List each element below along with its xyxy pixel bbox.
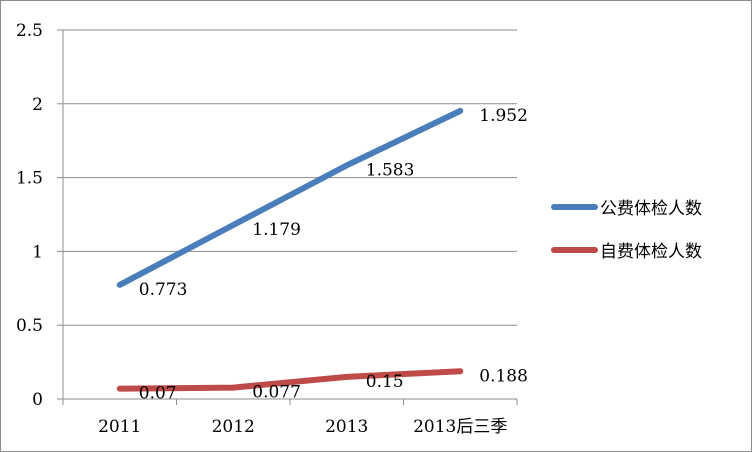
data-label: 1.583 (366, 160, 415, 180)
series-line-1 (116, 107, 464, 288)
data-label: 0.07 (139, 384, 177, 404)
y-tick-label: 1 (32, 242, 43, 262)
data-label: 0.188 (479, 366, 528, 386)
data-label: 1.952 (479, 106, 528, 126)
y-tick-label: 0.5 (16, 316, 43, 336)
legend-label: 自费体检人数 (600, 242, 702, 262)
legend-label: 公费体检人数 (600, 199, 702, 219)
y-tick-label: 2.5 (16, 21, 43, 41)
y-tick-label: 0 (32, 390, 43, 410)
x-tick-label: 2012 (212, 417, 255, 437)
x-tick-label: 2013 (325, 417, 368, 437)
series-line-2 (116, 368, 464, 392)
data-label: 1.179 (252, 220, 301, 240)
data-label: 0.15 (366, 372, 404, 392)
data-label: 0.077 (252, 383, 301, 403)
x-tick-label: 2013后三季 (413, 417, 507, 437)
y-tick-label: 1.5 (16, 169, 43, 189)
y-tick-label: 2 (32, 95, 43, 115)
data-label: 0.773 (139, 280, 188, 300)
x-tick-label: 2011 (98, 417, 141, 437)
